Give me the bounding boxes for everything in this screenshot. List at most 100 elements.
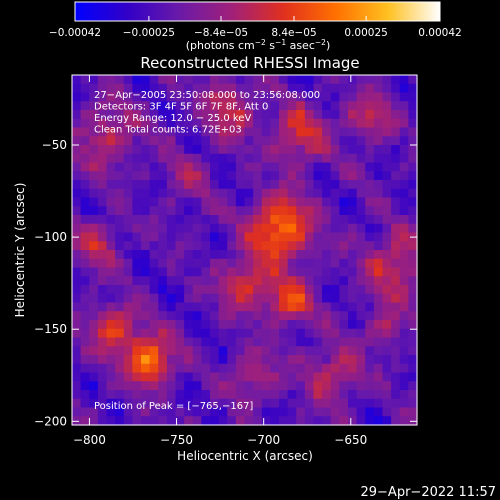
heatmap-pixel [123, 92, 133, 102]
heatmap-pixel [348, 101, 358, 111]
heatmap-pixel [287, 302, 297, 312]
heatmap-pixel [149, 398, 159, 409]
heatmap-pixel [304, 337, 315, 347]
heatmap-pixel [382, 311, 392, 321]
heatmap-pixel [348, 355, 358, 365]
heatmap-pixel [296, 118, 306, 129]
heatmap-pixel [244, 381, 254, 391]
heatmap-pixel [106, 171, 116, 181]
heatmap-pixel [141, 162, 151, 172]
heatmap-pixel [279, 118, 289, 129]
heatmap-pixel [408, 398, 418, 409]
heatmap-pixel [339, 171, 349, 181]
heatmap-pixel [149, 285, 159, 295]
x-tick-label: −800 [73, 433, 106, 447]
heatmap-pixel [106, 407, 116, 417]
heatmap-pixel [235, 241, 246, 251]
heatmap-pixel [210, 328, 220, 339]
heatmap-pixel [304, 407, 315, 417]
heatmap-pixel [270, 232, 280, 242]
heatmap-pixel [158, 92, 168, 102]
heatmap-pixel [80, 197, 90, 207]
heatmap-pixel [235, 416, 246, 426]
heatmap-pixel [89, 320, 99, 330]
heatmap-pixel [132, 215, 142, 225]
heatmap-pixel [115, 188, 125, 199]
heatmap-pixel [270, 241, 280, 251]
heatmap-pixel [97, 311, 108, 321]
heatmap-pixel [244, 276, 254, 286]
heatmap-pixel [184, 180, 194, 190]
heatmap-pixel [123, 250, 133, 260]
heatmap-pixel [123, 416, 133, 426]
heatmap-pixel [158, 398, 168, 409]
heatmap-pixel [218, 197, 228, 207]
heatmap-pixel [106, 390, 116, 400]
heatmap-pixel [287, 92, 297, 102]
heatmap-pixel [313, 171, 323, 181]
heatmap-pixel [106, 232, 116, 242]
heatmap-pixel [106, 83, 116, 94]
heatmap-pixel [132, 162, 142, 172]
heatmap-pixel [382, 232, 392, 242]
heatmap-pixel [348, 293, 358, 304]
heatmap-pixel [235, 101, 246, 111]
heatmap-pixel [141, 241, 151, 251]
heatmap-pixel [382, 355, 392, 365]
heatmap-pixel [391, 206, 401, 216]
heatmap-pixel [408, 180, 418, 190]
heatmap-pixel [296, 363, 306, 374]
heatmap-pixel [270, 145, 280, 155]
heatmap-pixel [80, 101, 90, 111]
heatmap-pixel [304, 110, 315, 120]
heatmap-pixel [356, 162, 366, 172]
heatmap-pixel [296, 197, 306, 207]
heatmap-pixel [279, 337, 289, 347]
heatmap-pixel [348, 302, 358, 312]
heatmap-pixel [365, 241, 375, 251]
heatmap-pixel [279, 285, 289, 295]
heatmap-pixel [235, 188, 246, 199]
heatmap-pixel [218, 320, 228, 330]
heatmap-pixel [123, 83, 133, 94]
heatmap-pixel [313, 276, 323, 286]
heatmap-pixel [201, 398, 211, 409]
heatmap-pixel [218, 293, 228, 304]
heatmap-pixel [80, 276, 90, 286]
heatmap-pixel [296, 276, 306, 286]
heatmap-pixel [373, 407, 384, 417]
heatmap-pixel [322, 162, 332, 172]
heatmap-pixel [192, 381, 202, 391]
heatmap-pixel [166, 328, 177, 339]
heatmap-pixel [149, 127, 159, 137]
heatmap-pixel [348, 258, 358, 269]
heatmap-pixel [166, 92, 177, 102]
heatmap-pixel [89, 293, 99, 304]
heatmap-pixel [287, 206, 297, 216]
heatmap-pixel [218, 346, 228, 356]
heatmap-pixel [322, 215, 332, 225]
heatmap-pixel [365, 337, 375, 347]
heatmap-pixel [192, 416, 202, 426]
heatmap-pixel [356, 75, 366, 85]
heatmap-pixel [97, 381, 108, 391]
heatmap-pixel [253, 381, 263, 391]
heatmap-pixel [184, 285, 194, 295]
heatmap-pixel [365, 153, 375, 164]
heatmap-pixel [253, 267, 263, 277]
heatmap-pixel [313, 337, 323, 347]
heatmap-pixel [382, 390, 392, 400]
heatmap-pixel [270, 398, 280, 409]
heatmap-pixel [408, 136, 418, 146]
heatmap-pixel [261, 337, 271, 347]
heatmap-pixel [244, 293, 254, 304]
heatmap-pixel [158, 346, 168, 356]
heatmap-pixel [210, 127, 220, 137]
heatmap-pixel [253, 171, 263, 181]
heatmap-pixel [149, 258, 159, 269]
heatmap-pixel [192, 276, 202, 286]
heatmap-pixel [261, 276, 271, 286]
heatmap-pixel [80, 250, 90, 260]
heatmap-pixel [175, 355, 185, 365]
heatmap-pixel [149, 381, 159, 391]
